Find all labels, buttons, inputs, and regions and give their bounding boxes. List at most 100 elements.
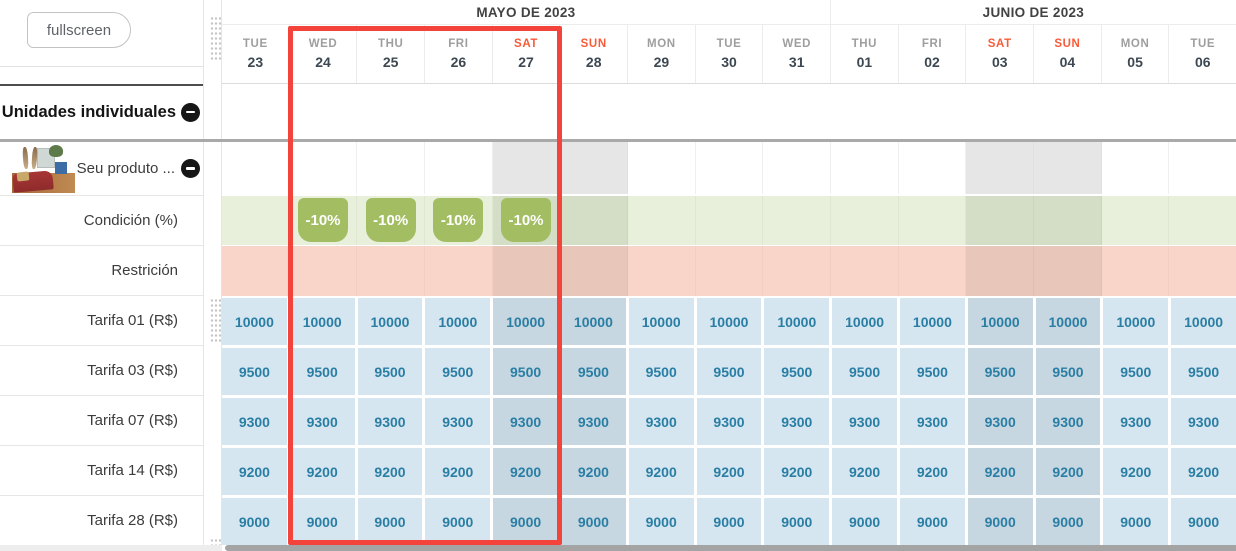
rate-cell[interactable]: 10000 [1171, 298, 1236, 345]
restriction-cell[interactable] [289, 246, 358, 296]
rate-cell[interactable]: 9500 [493, 348, 558, 395]
rate-cell[interactable]: 9500 [1103, 348, 1169, 395]
availability-cell[interactable] [492, 142, 561, 194]
condition-cell[interactable]: -10% [357, 196, 426, 245]
restriction-cell[interactable] [492, 246, 561, 296]
availability-cell[interactable] [763, 142, 832, 194]
rate-cell[interactable]: 10000 [1035, 298, 1101, 345]
rate-cell[interactable]: 9500 [832, 348, 897, 395]
restriction-cell[interactable] [966, 246, 1035, 296]
rate-cell[interactable]: 9300 [1103, 398, 1169, 445]
restriction-cell[interactable] [695, 246, 764, 296]
rate-cell[interactable]: 9300 [900, 398, 965, 445]
day-header-mon-29[interactable]: MON 29 [628, 25, 696, 83]
rate-cell[interactable]: 9200 [832, 448, 897, 495]
rate-cell[interactable]: 10000 [764, 298, 830, 345]
rate-cell[interactable]: 10000 [900, 298, 965, 345]
rate-cell[interactable]: 9300 [289, 398, 355, 445]
condition-cell[interactable] [1034, 196, 1102, 245]
rate-cell[interactable]: 9300 [357, 398, 423, 445]
condition-cell[interactable]: -10% [425, 196, 493, 245]
availability-cell[interactable] [1034, 142, 1102, 194]
rate-cell[interactable]: 9500 [967, 348, 1033, 395]
rate-cell[interactable]: 9300 [493, 398, 558, 445]
minus-circle-icon[interactable] [181, 102, 200, 122]
availability-cell[interactable] [831, 142, 899, 194]
discount-badge[interactable]: -10% [433, 198, 484, 242]
day-header-wed-31[interactable]: WED 31 [763, 25, 832, 83]
condition-cell[interactable] [763, 196, 832, 245]
condition-cell[interactable] [898, 196, 967, 245]
restriction-cell[interactable] [425, 246, 493, 296]
rate-cell[interactable]: 9500 [357, 348, 423, 395]
rate-cell[interactable]: 10000 [289, 298, 355, 345]
rate-cell[interactable]: 9200 [561, 448, 626, 495]
day-header-tue-23[interactable]: TUE 23 [222, 25, 290, 83]
availability-cell[interactable] [1101, 142, 1170, 194]
rate-cell[interactable]: 9000 [1035, 498, 1101, 545]
rate-cell[interactable]: 9200 [1171, 448, 1236, 495]
day-header-sat-27[interactable]: SAT 27 [493, 25, 561, 83]
restriction-cell[interactable] [1034, 246, 1102, 296]
rate-cell[interactable]: 9000 [493, 498, 558, 545]
rate-cell[interactable]: 10000 [967, 298, 1033, 345]
rate-cell[interactable]: 9000 [289, 498, 355, 545]
rate-cell[interactable]: 9200 [628, 448, 694, 495]
rate-cell[interactable]: 9300 [222, 398, 287, 445]
rate-cell[interactable]: 9300 [696, 398, 762, 445]
condition-cell[interactable] [695, 196, 764, 245]
restriction-cell[interactable] [628, 246, 696, 296]
restriction-cell[interactable] [357, 246, 426, 296]
condition-cell[interactable] [1169, 196, 1236, 245]
rate-cell[interactable]: 9500 [1035, 348, 1101, 395]
condition-cell[interactable] [1101, 196, 1170, 245]
rate-cell[interactable]: 9300 [628, 398, 694, 445]
day-header-wed-24[interactable]: WED 24 [290, 25, 358, 83]
availability-cell[interactable] [222, 142, 290, 194]
rate-cell[interactable]: 10000 [1103, 298, 1169, 345]
rate-cell[interactable]: 9300 [425, 398, 491, 445]
rate-cell[interactable]: 9000 [222, 498, 287, 545]
condition-cell[interactable] [966, 196, 1035, 245]
rate-cell[interactable]: 9300 [967, 398, 1033, 445]
rate-cell[interactable]: 9500 [561, 348, 626, 395]
availability-cell[interactable] [695, 142, 764, 194]
horizontal-scrollbar[interactable] [225, 545, 1236, 551]
rate-cell[interactable]: 10000 [696, 298, 762, 345]
column-resize-handle[interactable] [210, 16, 221, 60]
availability-cell[interactable] [1169, 142, 1236, 194]
fullscreen-button[interactable]: fullscreen [27, 12, 131, 48]
day-header-fri-26[interactable]: FRI 26 [425, 25, 493, 83]
day-header-mon-05[interactable]: MON 05 [1102, 25, 1170, 83]
rate-cell[interactable]: 9000 [561, 498, 626, 545]
restriction-cell[interactable] [560, 246, 629, 296]
availability-cell[interactable] [560, 142, 629, 194]
rate-cell[interactable]: 9200 [357, 448, 423, 495]
column-resize-handle[interactable] [210, 298, 221, 342]
availability-cell[interactable] [966, 142, 1035, 194]
rate-cell[interactable]: 9200 [900, 448, 965, 495]
rate-cell[interactable]: 9000 [696, 498, 762, 545]
rate-cell[interactable]: 9200 [967, 448, 1033, 495]
rate-cell[interactable]: 10000 [493, 298, 558, 345]
rate-cell[interactable]: 9300 [832, 398, 897, 445]
rate-cell[interactable]: 9500 [289, 348, 355, 395]
day-header-sun-28[interactable]: SUN 28 [560, 25, 629, 83]
rate-cell[interactable]: 9500 [1171, 348, 1236, 395]
rate-cell[interactable]: 9300 [1171, 398, 1236, 445]
rate-cell[interactable]: 9000 [425, 498, 491, 545]
rate-cell[interactable]: 9200 [764, 448, 830, 495]
availability-cell[interactable] [357, 142, 426, 194]
condition-cell[interactable] [222, 196, 290, 245]
rate-cell[interactable]: 9000 [357, 498, 423, 545]
restriction-cell[interactable] [831, 246, 899, 296]
restriction-cell[interactable] [222, 246, 290, 296]
rate-cell[interactable]: 9300 [561, 398, 626, 445]
rate-cell[interactable]: 9000 [900, 498, 965, 545]
rate-cell[interactable]: 10000 [628, 298, 694, 345]
day-header-thu-01[interactable]: THU 01 [831, 25, 899, 83]
rate-cell[interactable]: 9500 [222, 348, 287, 395]
availability-cell[interactable] [898, 142, 967, 194]
rate-cell[interactable]: 9000 [832, 498, 897, 545]
rate-cell[interactable]: 9200 [493, 448, 558, 495]
